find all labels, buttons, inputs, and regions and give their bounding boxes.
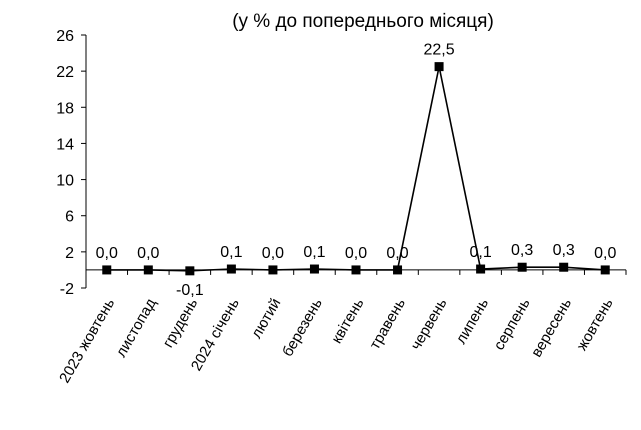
- x-tick-label: грудень: [160, 295, 202, 350]
- data-label: 0,0: [137, 245, 159, 262]
- data-point: [309, 264, 319, 274]
- x-tick-label: червень: [407, 295, 450, 353]
- data-point: [185, 266, 195, 276]
- data-point: [517, 262, 527, 272]
- x-tick-label: 2023 жовтень: [56, 295, 118, 386]
- series-markers: [102, 62, 610, 276]
- data-label: 0,0: [386, 245, 408, 262]
- data-label: 0,3: [553, 242, 575, 259]
- x-tick-label: жовтень: [573, 295, 616, 353]
- data-point: [226, 264, 236, 274]
- data-label: 0,1: [220, 244, 242, 261]
- y-tick-label: -2: [60, 281, 74, 298]
- data-label: 0,0: [594, 245, 616, 262]
- x-tick-label: липень: [453, 295, 493, 347]
- data-point: [268, 265, 278, 275]
- x-tick-label: квітень: [328, 295, 367, 346]
- data-label: 0,0: [262, 245, 284, 262]
- x-tick-label: березень: [279, 295, 326, 359]
- y-tick-label: 2: [65, 245, 74, 262]
- data-labels: 0,0 0,0 -0,1 0,1 0,0 0,1 0,0 0,0 22,5 0,1 0,3 0,3 0,…: [96, 42, 617, 299]
- data-label: 0,0: [96, 245, 118, 262]
- data-label: 0,0: [345, 245, 367, 262]
- y-tick-label: 22: [56, 64, 74, 81]
- x-tick-label: вересень: [528, 295, 575, 360]
- y-tick-label: 10: [56, 173, 74, 190]
- data-label: 0,3: [511, 242, 533, 259]
- data-point: [393, 265, 403, 275]
- y-tick-label: 14: [56, 136, 74, 153]
- data-label: 0,1: [469, 244, 491, 261]
- data-point: [351, 265, 361, 275]
- x-tick-label: травень: [366, 295, 409, 352]
- y-tick-label: 26: [56, 28, 74, 45]
- y-tick-label: 18: [56, 100, 74, 117]
- data-point: [476, 264, 486, 274]
- x-tick-label: серпень: [491, 295, 534, 353]
- data-point: [102, 265, 112, 275]
- data-point: [434, 62, 444, 72]
- chart-title: (у % до попереднього місяця): [232, 11, 494, 32]
- x-tick-label: листопад: [113, 295, 160, 360]
- y-tick-label: 6: [65, 209, 74, 226]
- x-tick-label: лютий: [248, 296, 284, 342]
- series-path: [106, 66, 606, 272]
- data-point: [559, 262, 569, 272]
- data-label: 0,1: [303, 244, 325, 261]
- data-point: [600, 265, 610, 275]
- series-line: [106, 66, 606, 272]
- data-point: [143, 265, 153, 275]
- data-label: 22,5: [424, 42, 455, 59]
- data-label: -0,1: [176, 282, 204, 299]
